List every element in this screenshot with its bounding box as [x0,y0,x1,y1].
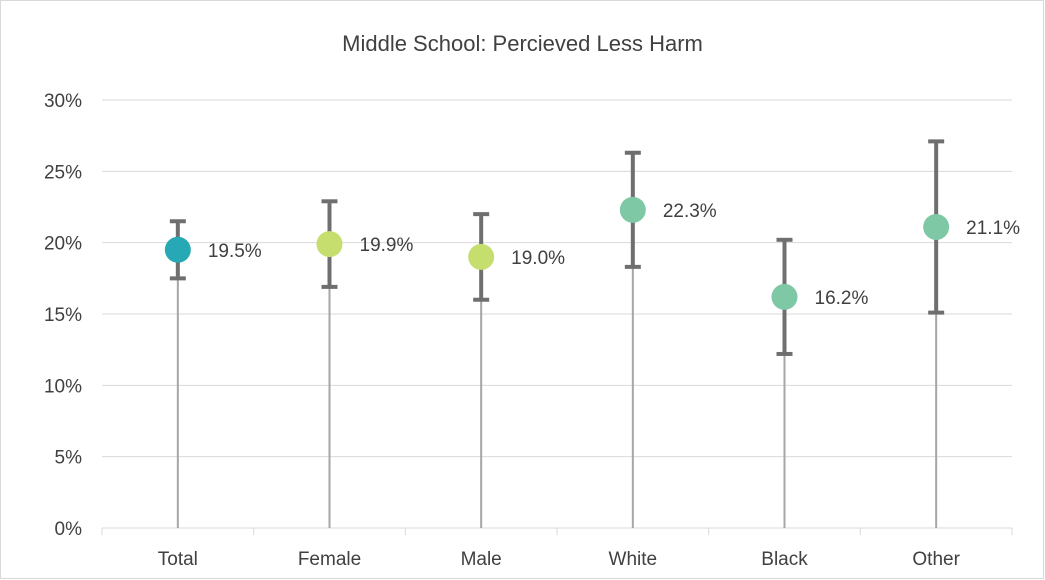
data-point [316,231,343,258]
data-label: 19.5% [208,241,262,262]
y-tick-label: 5% [55,448,83,469]
data-label: 19.0% [511,248,565,269]
data-point [619,196,646,223]
chart-title: Middle School: Percieved Less Harm [342,31,703,56]
y-tick-label: 0% [55,519,83,540]
data-point [923,213,950,240]
y-tick-label: 10% [44,376,82,397]
y-tick-label: 15% [44,305,82,326]
x-tick-label: Male [461,549,502,570]
data-point [468,243,495,270]
data-label: 19.9% [360,235,414,256]
data-point [771,283,798,310]
y-tick-label: 20% [44,234,82,255]
x-tick-label: Black [761,549,808,570]
x-tick-label: Female [298,549,361,570]
data-point [164,236,191,263]
x-tick-label: White [609,549,658,570]
data-label: 22.3% [663,201,717,222]
x-tick-label: Total [158,549,198,570]
y-tick-label: 25% [44,162,82,183]
x-tick-label: Other [912,549,960,570]
y-tick-label: 30% [44,91,82,112]
data-label: 16.2% [815,288,869,309]
data-label: 21.1% [966,218,1020,239]
